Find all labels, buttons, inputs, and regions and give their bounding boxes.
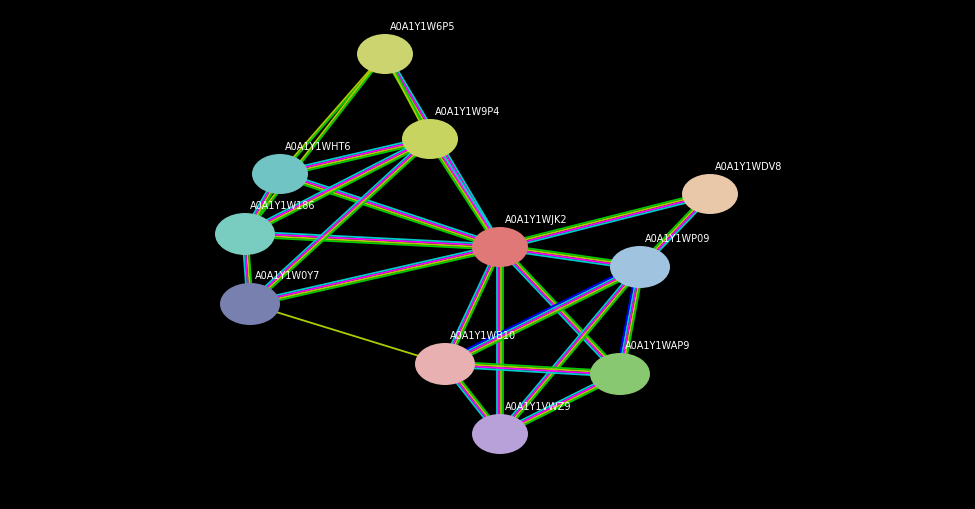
Ellipse shape <box>472 414 528 454</box>
Ellipse shape <box>682 175 738 215</box>
Text: A0A1Y1W9P4: A0A1Y1W9P4 <box>435 107 500 117</box>
Ellipse shape <box>402 120 458 160</box>
Text: A0A1Y1VWZ9: A0A1Y1VWZ9 <box>505 401 571 411</box>
Text: A0A1Y1WAP9: A0A1Y1WAP9 <box>625 341 690 350</box>
Text: A0A1Y1WP09: A0A1Y1WP09 <box>645 234 711 243</box>
Ellipse shape <box>472 228 528 267</box>
Text: A0A1Y1W0Y7: A0A1Y1W0Y7 <box>255 270 321 280</box>
Ellipse shape <box>415 344 475 385</box>
Ellipse shape <box>252 155 308 194</box>
Ellipse shape <box>357 35 413 75</box>
Text: A0A1Y1WHT6: A0A1Y1WHT6 <box>285 142 352 152</box>
Text: A0A1Y1WB10: A0A1Y1WB10 <box>450 330 516 341</box>
Ellipse shape <box>590 353 650 395</box>
Ellipse shape <box>220 284 280 325</box>
Ellipse shape <box>610 246 670 289</box>
Text: A0A1Y1WJK2: A0A1Y1WJK2 <box>505 215 567 224</box>
Text: A0A1Y1WDV8: A0A1Y1WDV8 <box>715 162 782 172</box>
Text: A0A1Y1W6P5: A0A1Y1W6P5 <box>390 22 455 32</box>
Text: A0A1Y1W186: A0A1Y1W186 <box>250 201 316 211</box>
Ellipse shape <box>215 214 275 256</box>
